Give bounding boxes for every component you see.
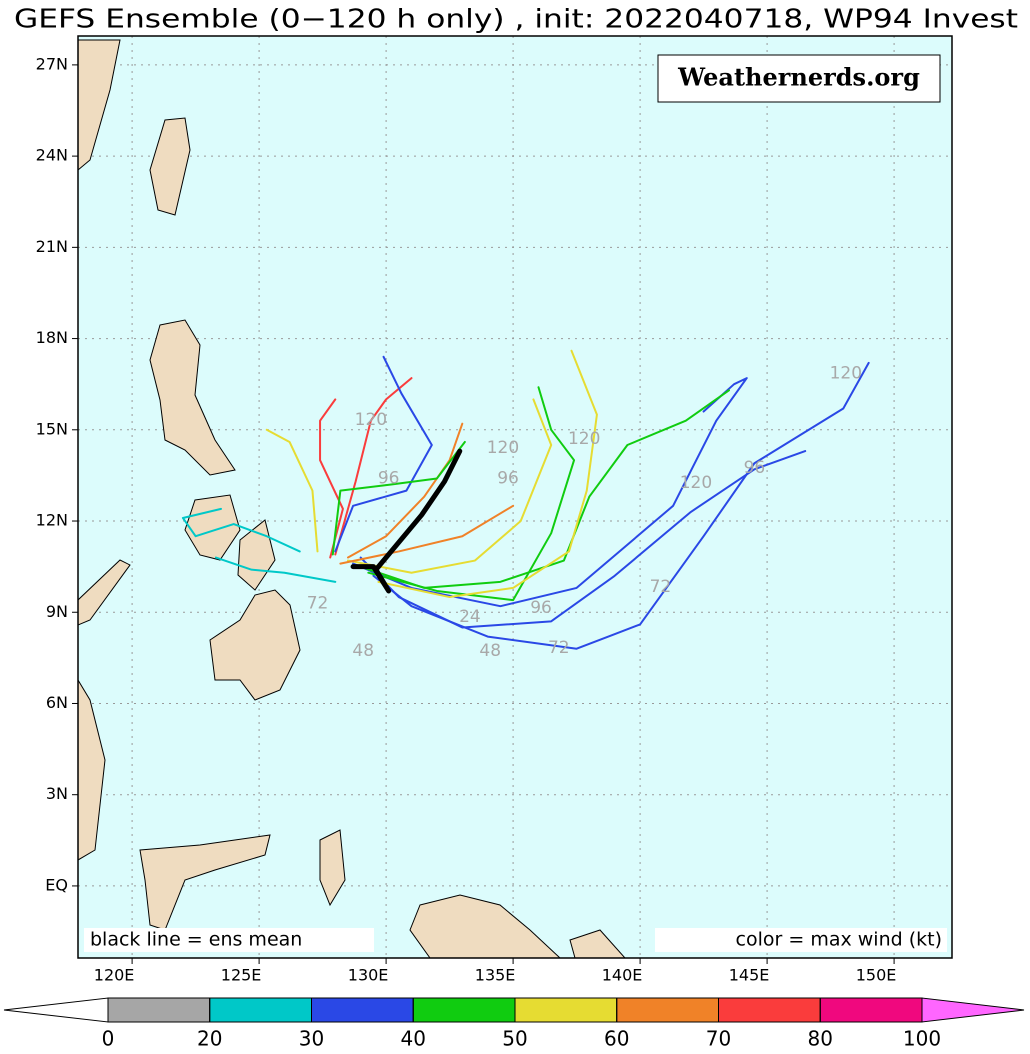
y-tick-label: 9N <box>46 602 68 621</box>
mean-track <box>350 448 463 594</box>
note-left: black line = ens mean <box>90 929 302 951</box>
y-tick-label: 24N <box>36 146 68 165</box>
colorbar-label: 100 <box>903 1027 941 1051</box>
note-box <box>84 928 374 952</box>
colorbar-under <box>3 997 109 1023</box>
ensemble-track <box>319 398 344 559</box>
x-tick-label: 125E <box>221 966 262 985</box>
colorbar-label: 40 <box>401 1027 426 1051</box>
hour-label: 48 <box>352 641 374 661</box>
ocean <box>78 36 952 958</box>
colorbar-bin <box>209 997 312 1023</box>
x-tick-label: 130E <box>348 966 389 985</box>
y-tick-label: 6N <box>46 693 68 712</box>
watermark-box <box>657 54 941 103</box>
ensemble-track <box>367 386 576 602</box>
ensemble-track <box>346 422 464 559</box>
note-right: color = max wind (kt) <box>736 929 942 951</box>
colorbar-bin <box>107 997 211 1023</box>
hour-label: 72 <box>307 594 329 614</box>
colorbar-label: 0 <box>102 1027 115 1051</box>
hour-label: 96 <box>530 598 552 618</box>
colorbar-label: 70 <box>706 1027 731 1051</box>
colorbar-bin <box>718 997 821 1023</box>
colorbar-bin <box>616 997 719 1023</box>
colorbar-label: 20 <box>197 1027 222 1051</box>
x-tick-label: 150E <box>856 966 897 985</box>
colorbar-bin <box>819 997 923 1023</box>
y-tick-label: 3N <box>46 784 68 803</box>
title: GEFS Ensemble (0−120 h only) , init: 202… <box>14 5 1018 35</box>
ensemble-track <box>331 440 466 556</box>
y-tick-label: 15N <box>36 419 68 438</box>
y-tick-label: EQ <box>45 875 68 894</box>
watermark: Weathernerds.org <box>677 63 920 92</box>
ensemble-track <box>214 556 337 583</box>
ensemble-track <box>359 450 807 629</box>
plot-frame <box>77 35 953 959</box>
hour-label: 72 <box>650 577 672 597</box>
x-tick-label: 135E <box>475 966 516 985</box>
colorbar-over <box>921 997 1025 1023</box>
x-tick-label: 120E <box>94 966 135 985</box>
hour-label: 120 <box>568 429 600 449</box>
x-tick-label: 145E <box>729 966 770 985</box>
hour-label: 96 <box>497 468 519 488</box>
hour-label: 120 <box>355 410 387 430</box>
ensemble-track <box>334 355 433 553</box>
land <box>78 39 626 958</box>
hour-label: 120 <box>487 438 519 458</box>
colorbar-bin <box>514 997 618 1023</box>
hour-label: 24 <box>459 607 481 627</box>
hour-label: 72 <box>548 638 570 658</box>
ensemble-track <box>265 428 319 553</box>
ensemble-track <box>377 349 598 599</box>
colorbar-label: 30 <box>299 1027 324 1051</box>
colorbar-bin <box>311 997 414 1023</box>
y-tick-label: 21N <box>36 237 68 256</box>
y-tick-label: 27N <box>36 54 68 73</box>
ensemble-track <box>181 507 301 553</box>
ensemble-track <box>339 504 515 565</box>
colorbar-label: 50 <box>502 1027 527 1051</box>
hour-label: 120 <box>680 473 712 493</box>
y-tick-label: 18N <box>36 328 68 347</box>
hour-label: 96 <box>378 468 400 488</box>
hour-label: 120 <box>830 364 862 384</box>
colorbar-label: 80 <box>808 1027 833 1051</box>
hour-label: 48 <box>479 641 501 661</box>
ensemble-track <box>352 377 748 608</box>
x-tick-label: 140E <box>602 966 643 985</box>
hour-label: 96 <box>744 458 766 478</box>
ensemble-track <box>346 398 553 574</box>
ensemble-track <box>334 377 413 556</box>
colorbar-label: 60 <box>604 1027 629 1051</box>
y-tick-label: 12N <box>36 511 68 530</box>
note-box <box>655 928 947 952</box>
colorbar-bin <box>412 997 516 1023</box>
